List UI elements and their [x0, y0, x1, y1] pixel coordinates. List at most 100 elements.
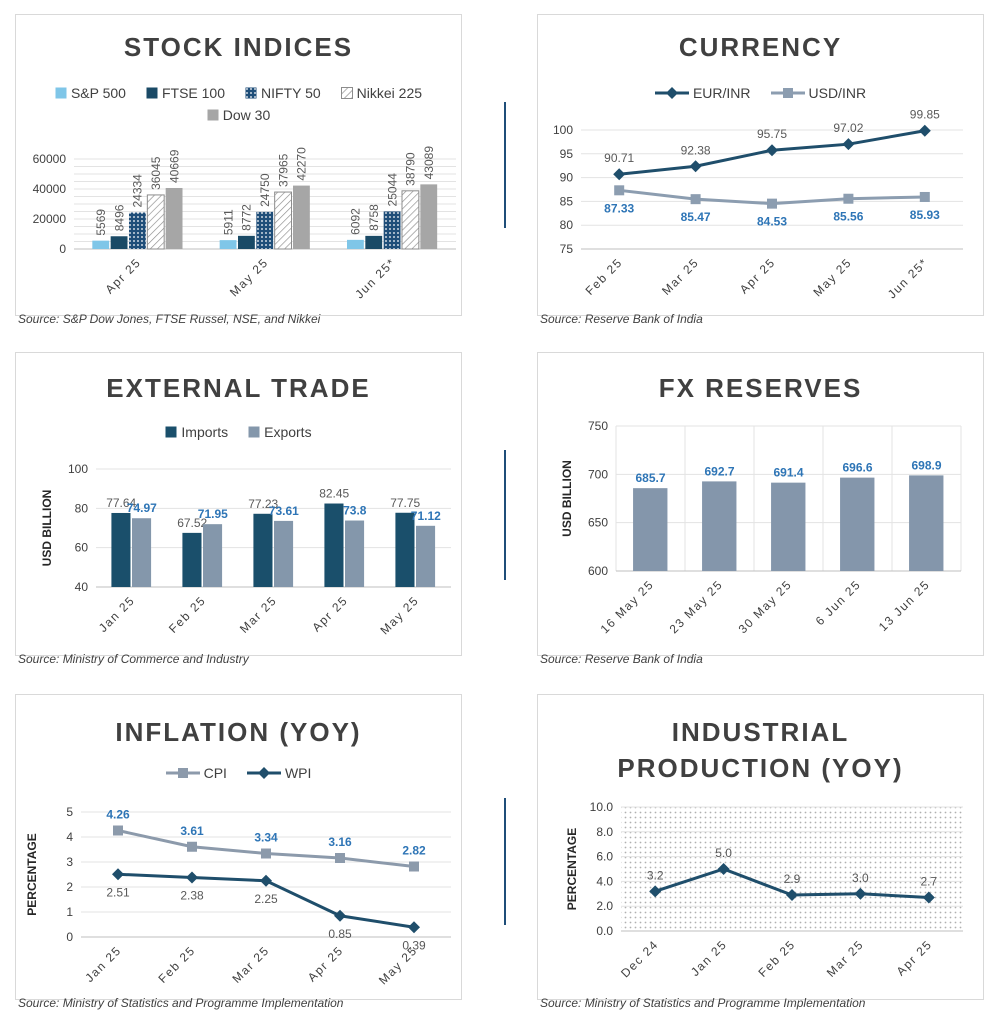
plot-area: 0.0 2.0 4.0 6.0 8.0 10.0 PERCENTAGE Dec 24 Jan 2…: [565, 800, 963, 980]
y-tick-label: 60000: [33, 152, 67, 166]
data-label: 97.02: [833, 121, 863, 135]
plot-area: 0 1 2 3 4 5 PERCENTAGE Jan 25 Feb 25 Mar 25 Apr 25…: [25, 805, 451, 987]
legend-label: USD/INR: [808, 85, 867, 101]
x-tick-label: Feb 25: [755, 937, 798, 980]
y-axis-label: PERCENTAGE: [565, 828, 579, 910]
y-tick-label: 4: [66, 830, 73, 844]
data-label: 3.2: [647, 868, 664, 882]
x-tick-label: May 25: [227, 255, 271, 299]
x-tick-label: 6 Jun 25: [813, 577, 864, 628]
x-tick-label: Feb 25: [166, 593, 209, 636]
data-label: 42270: [295, 147, 309, 181]
data-label: 85.56: [833, 210, 863, 224]
data-label: 99.85: [910, 108, 940, 122]
x-tick-label: 30 May 25: [736, 577, 795, 636]
data-point: [261, 848, 271, 859]
chart-source: Source: S&P Dow Jones, FTSE Russel, NSE,…: [18, 312, 321, 326]
data-label: 3.61: [180, 824, 204, 838]
legend-item: FTSE 100: [146, 85, 225, 101]
data-label: 5569: [94, 209, 108, 236]
data-point: [918, 124, 931, 137]
legend-swatch: [770, 88, 805, 98]
y-tick-label: 4.0: [596, 874, 613, 888]
bar: [840, 477, 875, 571]
legend-marker: [782, 88, 793, 98]
section-divider: [504, 450, 506, 580]
bar: [274, 191, 293, 250]
plot-area: 75 80 85 90 95 100 Feb 25 Mar 25 Apr 25 May 25 Jun…: [553, 108, 963, 301]
data-label: 24334: [131, 174, 145, 208]
legend-item: Imports: [165, 424, 228, 440]
x-tick-label: Dec 24: [618, 937, 661, 980]
data-label: 87.33: [604, 201, 634, 215]
y-tick-label: 80: [75, 501, 89, 515]
bar: [128, 212, 146, 249]
bar: [293, 185, 310, 249]
chart-legend: CPI WPI: [36, 765, 441, 781]
legend-label: FTSE 100: [161, 85, 225, 101]
data-point: [854, 887, 867, 900]
x-tick-label: Mar 25: [824, 937, 867, 980]
bar: [92, 240, 110, 249]
legend-item: EUR/INR: [654, 85, 751, 101]
y-tick-label: 90: [560, 171, 574, 185]
data-label: 5911: [221, 209, 235, 235]
data-label: 40669: [167, 149, 181, 183]
series-usd-inr: 87.33 85.47 84.53 85.56 85.93: [604, 185, 940, 229]
data-label: 71.95: [198, 507, 228, 521]
y-axis-label: USD BILLION: [560, 460, 574, 537]
fx-reserves-chart: FX RESERVES 600 650 700 750 USD BILLION 16 May…: [537, 352, 984, 656]
data-label: 3.34: [254, 831, 278, 845]
series-eur-inr: 90.71 92.38 95.75 97.02 99.85: [604, 108, 940, 181]
data-label: 3.16: [328, 835, 352, 849]
x-tick-label: Feb 25: [583, 255, 626, 298]
data-label: 67.52: [177, 516, 207, 530]
x-tick-label: Jan 25: [82, 943, 124, 985]
chart-title-line: PRODUCTION (YOY): [617, 753, 904, 783]
y-tick-label: 85: [560, 194, 574, 208]
data-label: 36045: [149, 156, 163, 190]
data-point: [717, 863, 730, 875]
series-nifty-50: 24334 24750 25044: [128, 173, 401, 249]
y-tick-label: 40000: [33, 182, 67, 196]
data-label: 74.97: [127, 501, 157, 515]
chart-title: INFLATION (YOY): [115, 717, 362, 747]
y-tick-label: 0.0: [596, 924, 613, 938]
bar: [132, 518, 152, 587]
legend-label: WPI: [284, 765, 312, 781]
data-label: 85.47: [681, 210, 711, 224]
external-trade-chart: EXTERNAL TRADE Imports Exports 40 60 80 100 USD…: [15, 352, 462, 656]
y-tick-label: 2.0: [596, 899, 613, 913]
data-label: 2.38: [180, 889, 204, 903]
data-label: 73.8: [343, 504, 367, 518]
chart-source: Source: Reserve Bank of India: [540, 312, 703, 326]
y-tick-label: 95: [560, 147, 574, 161]
x-tick-label: Jun 25*: [352, 255, 398, 301]
legend-swatch: [165, 426, 177, 438]
series-exports: 74.97 71.95 73.61 73.8 71.12: [127, 501, 441, 587]
x-tick-label: Mar 25: [659, 255, 702, 298]
data-label: 698.9: [911, 458, 941, 472]
legend-marker: [665, 87, 678, 99]
data-point: [922, 891, 935, 904]
industrial-production-yoy-chart: INDUSTRIAL PRODUCTION (YOY) 0.0 2.0 4.0 6.0 8.…: [537, 694, 984, 1000]
data-point: [113, 825, 123, 836]
x-tick-label: Jan 25: [688, 937, 730, 979]
legend-swatch: [165, 768, 200, 778]
x-tick-label: Apr 25: [737, 255, 778, 296]
data-point: [335, 853, 345, 863]
y-tick-label: 100: [553, 123, 573, 137]
legend-item: Nikkei 225: [340, 85, 422, 101]
chart-legend: Imports Exports: [36, 424, 441, 440]
y-tick-label: 6.0: [596, 850, 613, 864]
x-tick-label: 23 May 25: [667, 577, 726, 636]
bar: [182, 532, 202, 587]
data-label: 8496: [112, 204, 126, 231]
data-point: [690, 194, 701, 205]
y-axis-label: PERCENTAGE: [25, 833, 39, 915]
data-label: 2.82: [402, 844, 426, 858]
chart-title: STOCK INDICES: [123, 32, 354, 62]
x-tick-label: Apr 25: [103, 255, 144, 296]
y-tick-label: 10.0: [590, 800, 614, 814]
data-label: 0.85: [328, 927, 352, 941]
